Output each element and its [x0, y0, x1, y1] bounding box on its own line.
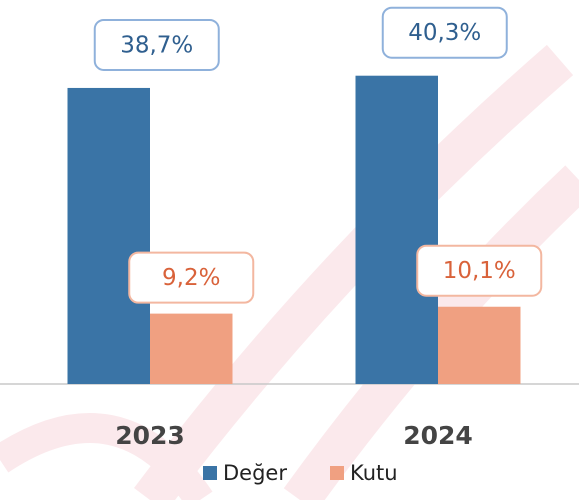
bar [150, 313, 233, 384]
watermark-arc [0, 413, 213, 500]
bar [355, 75, 438, 384]
data-label: 10,1% [443, 258, 516, 284]
x-tick-label: 2023 [115, 421, 185, 450]
legend-swatch [203, 466, 217, 480]
data-label: 9,2% [162, 265, 220, 291]
data-label-box [93, 18, 220, 71]
legend-label: Değer [223, 461, 287, 485]
data-label: 38,7% [120, 32, 193, 58]
bar [438, 306, 521, 384]
data-label: 40,3% [408, 20, 481, 46]
watermark-arc [134, 44, 574, 500]
legend-swatch [330, 466, 344, 480]
data-label-box [128, 251, 255, 304]
legend-label: Kutu [350, 461, 398, 485]
bar [67, 87, 150, 384]
data-label-box [416, 244, 543, 297]
data-label-box [381, 6, 508, 59]
x-tick-label: 2024 [403, 421, 473, 450]
